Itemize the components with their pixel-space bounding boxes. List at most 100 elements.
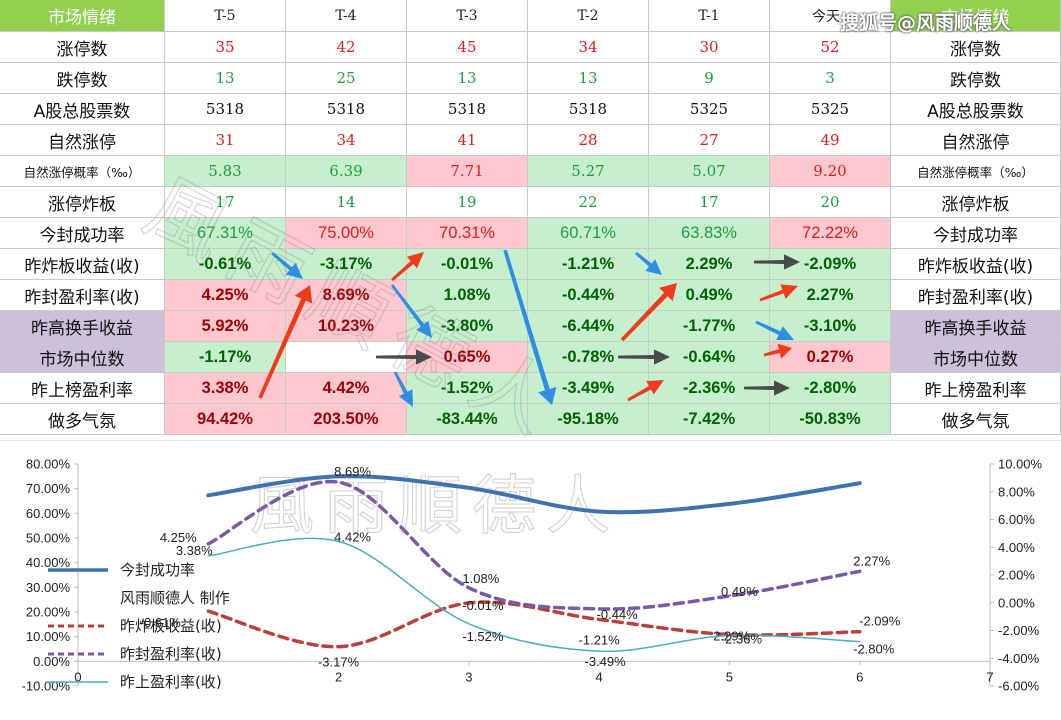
row-label: 自然涨停概率（‰）	[0, 156, 165, 187]
right-tick-label: 10.00%	[998, 457, 1043, 472]
row-label-right: 涨停数	[891, 32, 1061, 63]
right-tick-label: -4.00%	[998, 651, 1040, 666]
row-label: 市场中位数	[0, 342, 165, 373]
table-cell-value: 42	[286, 32, 407, 63]
table-cell-value: 22	[528, 187, 649, 218]
row-label: 昨高换手收益	[0, 311, 165, 342]
right-tick-label: 2.00%	[998, 568, 1035, 583]
data-label: 2.27%	[853, 553, 890, 568]
table-cell-value: 2.29%	[649, 249, 770, 280]
market-sentiment-table: 市场情绪 T-5 T-4 T-3 T-2 T-1 今天 市场情绪 涨停数 35 42 45 34 30 52…	[0, 0, 1061, 435]
table-cell-value: -1.77%	[649, 311, 770, 342]
period-header: 今天	[770, 0, 891, 32]
right-tick-label: 0.00%	[998, 595, 1035, 610]
data-label: -3.17%	[318, 655, 360, 670]
right-tick-label: 8.00%	[998, 484, 1035, 499]
sohu-watermark: 搜狐号@风雨顺德人	[840, 12, 1012, 34]
x-tick-label: 5	[726, 669, 733, 684]
table-cell-value: -3.17%	[286, 249, 407, 280]
left-tick-label: 60.00%	[26, 506, 71, 521]
table-cell-value: 13	[528, 63, 649, 94]
table-cell-value: 17	[649, 187, 770, 218]
table-cell-value: 5.92%	[165, 311, 286, 342]
table-cell-value: 63.83%	[649, 218, 770, 249]
table-cell-value: -6.44%	[528, 311, 649, 342]
right-tick-label: 6.00%	[998, 512, 1035, 527]
row-label-right: 今封成功率	[891, 218, 1061, 249]
table-cell-value: 9	[649, 63, 770, 94]
table-cell-value: 19	[407, 187, 528, 218]
row-label-right: 做多气氛	[891, 404, 1061, 435]
table-cell-value: -95.18%	[528, 404, 649, 435]
table-cell-value: 31	[165, 125, 286, 156]
table-cell-value: 3.38%	[165, 373, 286, 404]
row-label-right: 自然涨停概率（‰）	[891, 156, 1061, 187]
table-cell-value: 5318	[165, 94, 286, 125]
table-cell-value: 5325	[770, 94, 891, 125]
row-label: 昨炸板收益(收)	[0, 249, 165, 280]
legend-entry: 风雨顺德人 制作	[120, 589, 230, 607]
data-label: -2.36%	[721, 631, 763, 646]
table-cell-value: 5325	[649, 94, 770, 125]
x-tick-label: 2	[335, 669, 342, 684]
data-label: 4.42%	[334, 529, 371, 544]
row-label-right: 昨高换手收益	[891, 311, 1061, 342]
row-label: 自然涨停	[0, 125, 165, 156]
legend-entry: 今封成功率	[120, 561, 195, 579]
table-cell-value: 1.08%	[407, 280, 528, 311]
row-label-right: 自然涨停	[891, 125, 1061, 156]
table-cell-value: 30	[649, 32, 770, 63]
series-line	[207, 537, 861, 653]
table-cell-value: 0.27%	[770, 342, 891, 373]
row-label: 今封成功率	[0, 218, 165, 249]
left-tick-label: 10.00%	[26, 629, 71, 644]
right-tick-label: 4.00%	[998, 540, 1035, 555]
data-label: 8.69%	[334, 464, 371, 479]
table-cell-value: 72.22%	[770, 218, 891, 249]
left-tick-label: 40.00%	[26, 555, 71, 570]
left-tick-label: 80.00%	[26, 457, 71, 472]
x-tick-label: 3	[465, 669, 472, 684]
row-label: 涨停炸板	[0, 187, 165, 218]
row-label: A股总股票数	[0, 94, 165, 125]
period-header: T-1	[649, 0, 770, 32]
data-label: -0.44%	[597, 607, 639, 622]
row-label: 跌停数	[0, 63, 165, 94]
left-tick-label: -10.00%	[22, 679, 71, 694]
data-label: -1.21%	[579, 633, 621, 648]
table-cell-value: -1.21%	[528, 249, 649, 280]
data-label: -1.52%	[462, 629, 504, 644]
table-cell-value: 45	[407, 32, 528, 63]
row-label-right: 跌停数	[891, 63, 1061, 94]
x-tick-label: 7	[986, 669, 993, 684]
table-cell-value: 13	[165, 63, 286, 94]
table-cell-value: 17	[165, 187, 286, 218]
data-label: -0.01%	[462, 598, 504, 613]
table-cell-value: 5318	[528, 94, 649, 125]
data-label: -2.80%	[853, 642, 895, 657]
table-cell-value: 10.23%	[286, 311, 407, 342]
data-label: 3.38%	[176, 543, 213, 558]
table-cell-value: 25	[286, 63, 407, 94]
data-label: -2.09%	[859, 614, 901, 629]
data-label: 1.08%	[462, 571, 499, 586]
table-cell-value: -0.64%	[649, 342, 770, 373]
row-label: 昨封盈利率(收)	[0, 280, 165, 311]
table-cell-value: 0.49%	[649, 280, 770, 311]
table-cell-value: -3.49%	[528, 373, 649, 404]
table-cell-value: -0.78%	[528, 342, 649, 373]
table-cell-value: 13	[407, 63, 528, 94]
data-label: -3.49%	[585, 654, 627, 669]
period-header: T-4	[286, 0, 407, 32]
legend-entry: 昨上盈利率(收)	[120, 673, 222, 691]
table-cell-value: 7.71	[407, 156, 528, 187]
left-tick-label: 50.00%	[26, 531, 71, 546]
table-cell-value: 3	[770, 63, 891, 94]
row-label-right: 涨停炸板	[891, 187, 1061, 218]
table-cell-value: 4.42%	[286, 373, 407, 404]
table-cell-value: 75.00%	[286, 218, 407, 249]
x-tick-label: 6	[856, 669, 863, 684]
sentiment-line-chart: 風雨順德人-10.00%0.00%10.00%20.00%30.00%40.00…	[0, 440, 1061, 694]
table-cell-value: 9.20	[770, 156, 891, 187]
table-cell-value: 34	[528, 32, 649, 63]
